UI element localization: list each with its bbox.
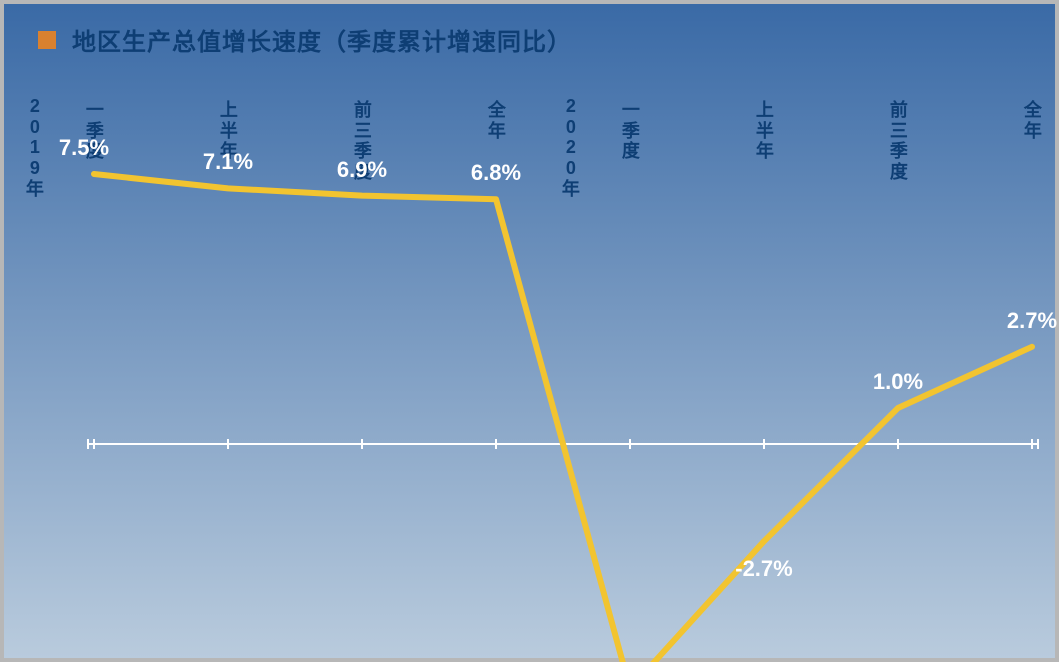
chart-title: 地区生产总值增长速度（季度累计增速同比）: [72, 22, 572, 57]
data-label: 6.8%: [456, 160, 536, 186]
data-label: 6.9%: [322, 157, 402, 183]
x-category-label: 上 半 年: [755, 100, 775, 162]
title-bullet-icon: [38, 31, 56, 49]
x-year-label: 2 0 2 0 年: [561, 96, 581, 199]
data-label: -2.7%: [724, 556, 804, 582]
chart-frame: 地区生产总值增长速度（季度累计增速同比） 一 季 度 上 半 年 前 三 季 度 全 …: [0, 0, 1059, 662]
x-category-label: 一 季 度: [621, 100, 641, 162]
x-category-label: 全 年: [487, 100, 507, 141]
data-label: 1.0%: [858, 369, 938, 395]
data-label: 2.7%: [992, 308, 1059, 334]
data-label: 7.1%: [188, 149, 268, 175]
data-label: 7.5%: [44, 135, 124, 161]
chart-title-bar: 地区生产总值增长速度（季度累计增速同比）: [4, 4, 1055, 57]
x-category-label: 前 三 季 度: [889, 100, 909, 183]
x-year-label: 2 0 1 9 年: [25, 96, 45, 199]
x-category-label: 全 年: [1023, 100, 1043, 141]
